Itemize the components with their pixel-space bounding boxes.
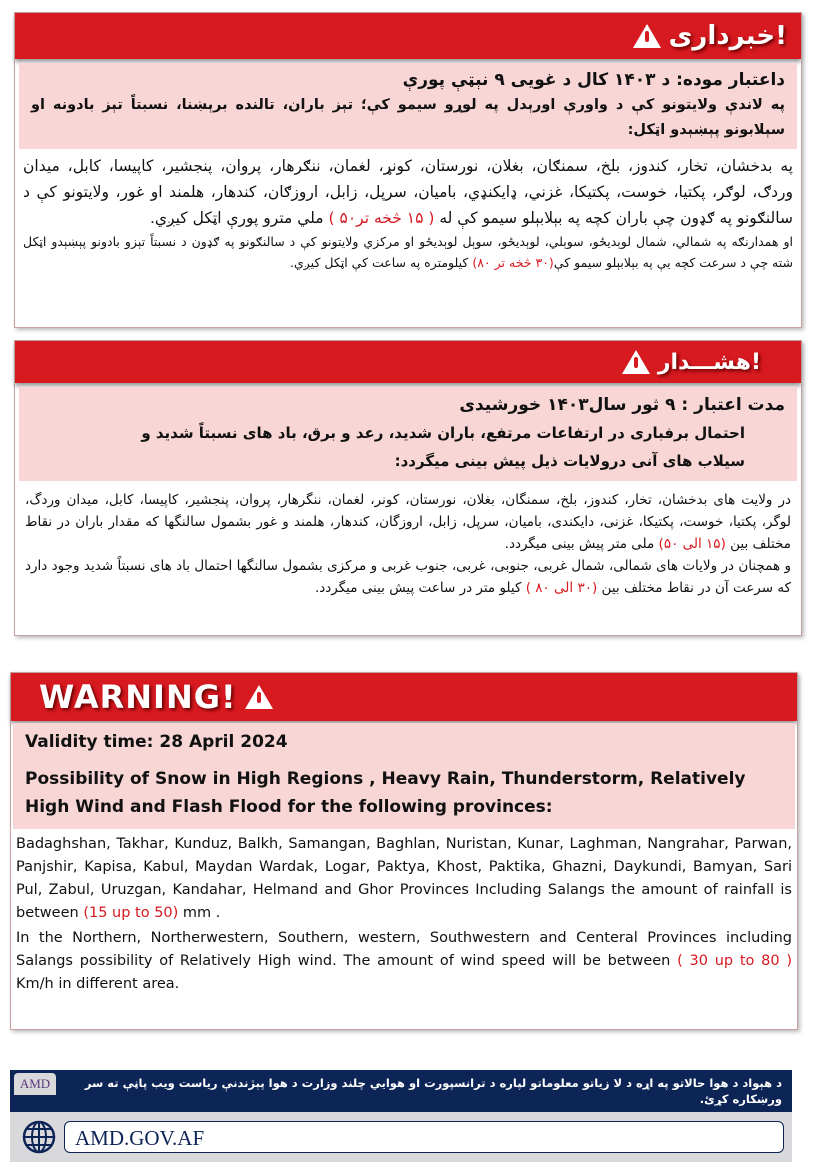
amd-logo: AMD xyxy=(14,1073,56,1095)
footer-banner: د هېواد د هوا حالاتو په اړه د لا زياتو م… xyxy=(10,1070,792,1162)
pashto-wind-text-end: کيلومتره په ساعت کې اټکل کيږي. xyxy=(290,255,473,270)
website-link[interactable]: AMD.GOV.AF xyxy=(64,1121,784,1153)
english-warning-panel: WARNING! Validity time: 28 April 2024 Po… xyxy=(10,672,798,1030)
english-title: WARNING! xyxy=(39,678,237,716)
dari-warning-panel: هشـــدار! مدت اعتبار : ۹ ثور سال۱۴۰۳ خور… xyxy=(14,340,802,636)
pashto-wind-range: (۳۰ څخه تر ۸۰) xyxy=(472,255,554,270)
english-summary-box: Validity time: 28 April 2024 Possibility… xyxy=(13,723,795,829)
english-rain-range: (15 up to 50) xyxy=(83,905,179,921)
pashto-wind-text: او همدارنګه په شمالي، شمال لوېديځو، سوېل… xyxy=(23,234,793,270)
dari-wind-text: و همچنان در ولایات های شمالی، شمال غربی،… xyxy=(25,558,791,596)
dari-wind-text-end: کیلو متر در ساعت پیش بینی میگردد. xyxy=(314,580,526,596)
pashto-rain-text: په بدخشان، تخار، کندوز، بلخ، سمنګان، بغل… xyxy=(23,157,793,227)
english-summary: Possibility of Snow in High Regions , He… xyxy=(25,769,746,817)
pashto-warning-panel: خبرداری! داعتبار موده: د ۱۴۰۳ کال د غويی… xyxy=(14,12,802,328)
english-validity: Validity time: 28 April 2024 xyxy=(25,732,288,752)
dari-summary: احتمال برفباری در ارتفاعات مرتفع، باران … xyxy=(141,424,745,470)
pashto-summary: په لاندې ولايتونو کې د واورې اورېدل په ل… xyxy=(31,97,785,138)
pashto-body: په بدخشان، تخار، کندوز، بلخ، سمنګان، بغل… xyxy=(23,153,793,281)
pashto-title: خبرداری! xyxy=(668,21,787,51)
pashto-header: خبرداری! xyxy=(15,13,801,59)
dari-title: هشـــدار! xyxy=(657,349,761,375)
dari-rain-range: (۱۵ الی ۵۰) xyxy=(658,536,726,552)
english-body: Badaghshan, Takhar, Kunduz, Balkh, Saman… xyxy=(16,833,792,1004)
dari-body: در ولایت های بدخشان، تخار، کندوز، بلخ، س… xyxy=(25,489,791,607)
pashto-validity: داعتبار موده: د ۱۴۰۳ کال د غويی ۹ نېټې پ… xyxy=(402,70,785,90)
dari-rain-text: در ولایت های بدخشان، تخار، کندوز، بلخ، س… xyxy=(25,492,791,552)
globe-icon xyxy=(22,1120,56,1154)
dari-header: هشـــدار! xyxy=(15,341,801,383)
dari-wind-paragraph: و همچنان در ولایات های شمالی، شمال غربی،… xyxy=(25,555,791,599)
dari-rain-text-end: ملی متر پیش بینی میگردد. xyxy=(504,536,659,552)
english-rain-paragraph: Badaghshan, Takhar, Kunduz, Balkh, Saman… xyxy=(16,833,792,925)
pashto-rain-range: ( ۱۵ څخه تر۵۰ ) xyxy=(328,209,435,227)
english-rain-text: Badaghshan, Takhar, Kunduz, Balkh, Saman… xyxy=(16,836,792,921)
footer-link-row: AMD.GOV.AF xyxy=(10,1112,792,1154)
warning-triangle-icon xyxy=(621,350,650,374)
warning-triangle-icon xyxy=(632,24,661,48)
dari-validity: مدت اعتبار : ۹ ثور سال۱۴۰۳ خورشیدی xyxy=(459,395,785,415)
english-wind-text-end: Km/h in different area. xyxy=(16,976,180,992)
english-wind-text: In the Northern, Northerwestern, Souther… xyxy=(16,930,792,969)
english-wind-range: ( 30 up to 80 ) xyxy=(677,953,792,969)
english-rain-text-end: mm . xyxy=(178,905,221,921)
pashto-summary-box: داعتبار موده: د ۱۴۰۳ کال د غويی ۹ نېټې پ… xyxy=(19,63,797,149)
dari-wind-range: (۳۰ الی ۸۰ ) xyxy=(525,580,598,596)
english-header: WARNING! xyxy=(11,673,797,721)
pashto-rain-text-end: ملي مترو پورې اټکل کيږي. xyxy=(149,209,329,227)
footer-notice: د هېواد د هوا حالاتو په اړه د لا زياتو م… xyxy=(10,1070,792,1112)
pashto-rain-paragraph: په بدخشان، تخار، کندوز، بلخ، سمنګان، بغل… xyxy=(23,153,793,231)
dari-rain-paragraph: در ولایت های بدخشان، تخار، کندوز، بلخ، س… xyxy=(25,489,791,555)
english-wind-paragraph: In the Northern, Northerwestern, Souther… xyxy=(16,927,792,996)
dari-summary-box: مدت اعتبار : ۹ ثور سال۱۴۰۳ خورشیدی احتما… xyxy=(19,387,797,481)
warning-triangle-icon xyxy=(244,685,273,709)
pashto-wind-paragraph: او همدارنګه په شمالي، شمال لوېديځو، سوېل… xyxy=(23,231,793,273)
